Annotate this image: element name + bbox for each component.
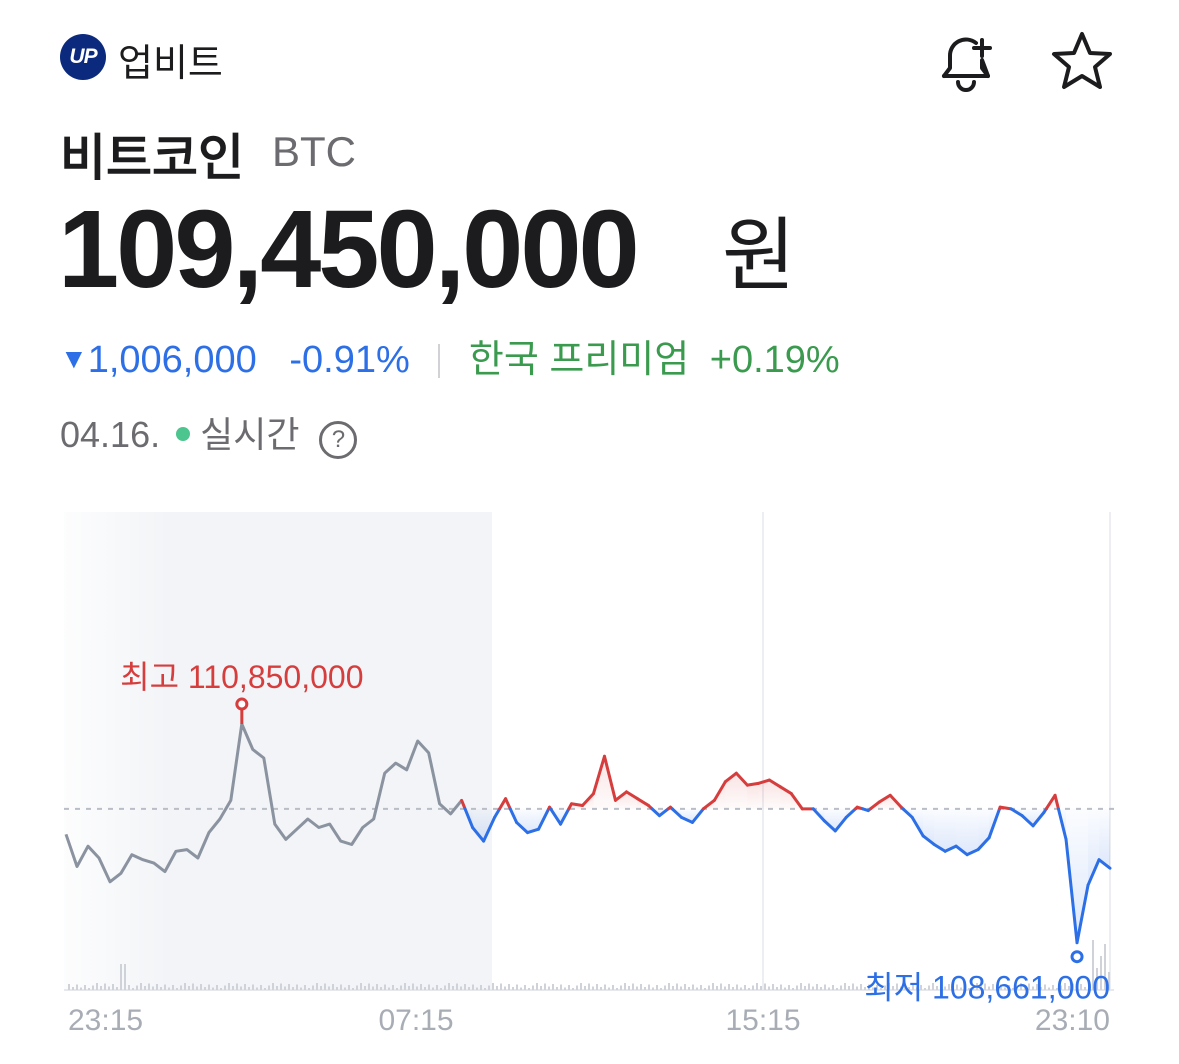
x-tick-label: 23:10 <box>1035 1004 1110 1037</box>
rise-segment <box>778 785 793 796</box>
fall-segment <box>549 807 563 826</box>
rise-segment <box>888 793 903 809</box>
low-marker <box>1070 950 1084 964</box>
fall-segment <box>1031 810 1046 828</box>
rise-segment <box>723 771 738 784</box>
fall-segment <box>463 807 475 830</box>
fall-segment <box>508 807 519 824</box>
x-tick-label: 07:15 <box>378 1004 453 1037</box>
change-row: ▼1,006,000 -0.91% 한국 프리미엄 +0.19% <box>60 328 840 381</box>
low-price-label: 최저 108,661,000 <box>864 970 1110 1006</box>
price-lines <box>64 709 1112 945</box>
divider <box>438 344 441 378</box>
rise-segment <box>504 797 512 811</box>
rise-segment <box>767 778 782 789</box>
rise-segment <box>868 800 881 811</box>
rise-segment <box>701 798 716 811</box>
change-amount: 1,006,000 <box>87 339 257 381</box>
fall-segment <box>811 807 826 823</box>
fall-segment <box>1056 807 1068 841</box>
high-price-label: 최고 110,850,000 <box>120 659 363 695</box>
fall-segment <box>493 807 502 819</box>
current-price: 109,450,000 <box>58 188 640 311</box>
fall-segment <box>679 815 694 824</box>
fall-segment <box>650 807 661 818</box>
fall-segment <box>822 819 837 833</box>
rise-segment <box>756 778 771 785</box>
fall-segment <box>833 815 848 833</box>
down-triangle-icon: ▼ <box>60 343 88 374</box>
rise-segment <box>1044 793 1057 811</box>
fall-segment <box>844 807 857 819</box>
fall-segment <box>657 807 670 818</box>
fall-segment <box>954 844 969 857</box>
fall-segment <box>471 826 486 843</box>
high-marker <box>235 697 249 711</box>
x-tick-label: 23:15 <box>68 1004 143 1037</box>
price-chart[interactable]: 최고 110,850,000 최저 108,661,000 23:15 07:15… <box>0 500 1179 1040</box>
rise-segment <box>998 805 1013 811</box>
upbit-logo: UP <box>60 34 106 80</box>
fall-segment <box>559 807 571 826</box>
date-row: 04.16. 실시간 ? <box>60 406 358 459</box>
rise-segment <box>602 754 617 802</box>
fall-segment <box>932 842 947 853</box>
live-dot <box>176 427 191 441</box>
fall-segment <box>1064 837 1079 945</box>
fall-segment <box>987 807 1001 840</box>
star-icon[interactable] <box>1046 30 1118 94</box>
fall-segment <box>482 815 497 843</box>
brand-name: 업비트 <box>118 43 223 85</box>
bell-plus-icon[interactable] <box>930 30 1002 94</box>
rise-segment <box>635 797 650 807</box>
fall-segment <box>1097 858 1112 870</box>
fall-segment <box>921 834 936 846</box>
help-icon[interactable]: ? <box>319 421 358 459</box>
chart-date: 04.16. <box>60 414 161 455</box>
fall-segment <box>526 827 541 835</box>
rise-segment <box>789 792 804 811</box>
rise-segment <box>624 790 639 801</box>
coin-symbol: BTC <box>272 128 356 175</box>
rise-segment <box>613 790 628 802</box>
fall-segment <box>1075 883 1090 945</box>
fall-segment <box>537 807 551 831</box>
fall-segment <box>1086 858 1101 887</box>
rise-segment <box>734 771 749 787</box>
fall-segment <box>690 807 705 824</box>
korea-premium-label: 한국 프리미엄 <box>468 339 690 381</box>
live-label: 실시간 <box>200 414 300 455</box>
fall-segment <box>910 815 925 838</box>
rise-segment <box>570 802 585 807</box>
price-unit: 원 <box>722 211 796 300</box>
volume-bars <box>68 940 1110 990</box>
past-session-background <box>64 512 492 990</box>
fall-segment <box>515 820 530 835</box>
price-area-fill <box>461 756 1110 943</box>
fall-segment <box>976 836 991 852</box>
rise-segment <box>1053 793 1060 811</box>
top-bar: UP 업비트 <box>60 30 1120 92</box>
fall-segment <box>1009 807 1024 818</box>
past-price-line <box>64 722 463 884</box>
rise-segment <box>498 797 508 811</box>
fall-segment <box>670 807 683 819</box>
korea-premium-value: +0.19% <box>709 339 840 381</box>
change-percent: -0.91% <box>289 339 410 381</box>
fall-segment <box>1020 814 1035 828</box>
x-axis-ticks: 23:15 07:15 15:15 23:10 <box>68 1004 1110 1037</box>
fall-segment <box>901 807 914 819</box>
rise-segment <box>460 798 467 811</box>
coin-name: 비트코인 <box>60 130 244 186</box>
rise-segment <box>712 780 727 802</box>
fall-segment <box>965 848 980 857</box>
fall-segment <box>943 844 958 853</box>
rise-segment <box>745 781 760 787</box>
rise-segment <box>877 793 892 804</box>
x-tick-label: 15:15 <box>725 1004 800 1037</box>
rise-segment <box>591 754 606 796</box>
rise-segment <box>581 792 595 807</box>
